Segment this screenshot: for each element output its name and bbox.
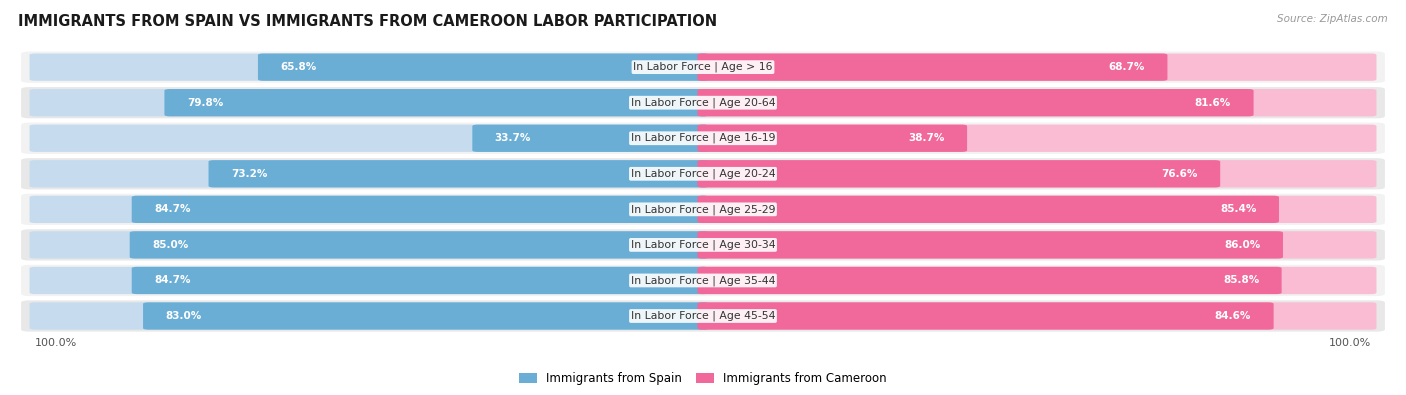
FancyBboxPatch shape bbox=[21, 229, 1385, 261]
Text: 86.0%: 86.0% bbox=[1225, 240, 1261, 250]
Text: In Labor Force | Age 20-64: In Labor Force | Age 20-64 bbox=[631, 98, 775, 108]
FancyBboxPatch shape bbox=[697, 231, 1376, 259]
FancyBboxPatch shape bbox=[697, 89, 1376, 117]
Text: In Labor Force | Age 16-19: In Labor Force | Age 16-19 bbox=[631, 133, 775, 143]
FancyBboxPatch shape bbox=[697, 302, 1274, 330]
FancyBboxPatch shape bbox=[697, 160, 1376, 188]
FancyBboxPatch shape bbox=[21, 158, 1385, 190]
FancyBboxPatch shape bbox=[697, 196, 1279, 223]
FancyBboxPatch shape bbox=[697, 160, 1220, 188]
FancyBboxPatch shape bbox=[143, 302, 709, 330]
FancyBboxPatch shape bbox=[697, 89, 1254, 117]
FancyBboxPatch shape bbox=[208, 160, 709, 188]
FancyBboxPatch shape bbox=[30, 196, 709, 223]
FancyBboxPatch shape bbox=[697, 53, 1167, 81]
Text: 76.6%: 76.6% bbox=[1161, 169, 1198, 179]
Text: In Labor Force | Age 30-34: In Labor Force | Age 30-34 bbox=[631, 240, 775, 250]
Text: In Labor Force | Age 35-44: In Labor Force | Age 35-44 bbox=[631, 275, 775, 286]
Text: 85.8%: 85.8% bbox=[1223, 275, 1260, 286]
FancyBboxPatch shape bbox=[697, 124, 1376, 152]
FancyBboxPatch shape bbox=[21, 265, 1385, 296]
FancyBboxPatch shape bbox=[30, 53, 709, 81]
FancyBboxPatch shape bbox=[30, 267, 709, 294]
Text: 100.0%: 100.0% bbox=[1329, 338, 1371, 348]
FancyBboxPatch shape bbox=[697, 196, 1376, 223]
FancyBboxPatch shape bbox=[472, 124, 709, 152]
FancyBboxPatch shape bbox=[697, 231, 1282, 259]
FancyBboxPatch shape bbox=[21, 87, 1385, 118]
Text: 33.7%: 33.7% bbox=[495, 133, 531, 143]
FancyBboxPatch shape bbox=[132, 267, 709, 294]
FancyBboxPatch shape bbox=[165, 89, 709, 117]
Text: 84.6%: 84.6% bbox=[1215, 311, 1251, 321]
Text: Source: ZipAtlas.com: Source: ZipAtlas.com bbox=[1277, 14, 1388, 24]
FancyBboxPatch shape bbox=[697, 53, 1376, 81]
Text: 73.2%: 73.2% bbox=[231, 169, 267, 179]
Text: 68.7%: 68.7% bbox=[1108, 62, 1144, 72]
FancyBboxPatch shape bbox=[30, 160, 709, 188]
FancyBboxPatch shape bbox=[21, 122, 1385, 154]
FancyBboxPatch shape bbox=[697, 267, 1282, 294]
Text: 84.7%: 84.7% bbox=[155, 204, 191, 214]
Text: In Labor Force | Age > 16: In Labor Force | Age > 16 bbox=[633, 62, 773, 72]
FancyBboxPatch shape bbox=[30, 89, 709, 117]
FancyBboxPatch shape bbox=[697, 124, 967, 152]
Text: 84.7%: 84.7% bbox=[155, 275, 191, 286]
Text: In Labor Force | Age 20-24: In Labor Force | Age 20-24 bbox=[631, 169, 775, 179]
Text: 65.8%: 65.8% bbox=[280, 62, 316, 72]
FancyBboxPatch shape bbox=[30, 302, 709, 330]
Text: IMMIGRANTS FROM SPAIN VS IMMIGRANTS FROM CAMEROON LABOR PARTICIPATION: IMMIGRANTS FROM SPAIN VS IMMIGRANTS FROM… bbox=[18, 14, 717, 29]
Text: In Labor Force | Age 45-54: In Labor Force | Age 45-54 bbox=[631, 311, 775, 321]
FancyBboxPatch shape bbox=[697, 267, 1376, 294]
Text: In Labor Force | Age 25-29: In Labor Force | Age 25-29 bbox=[631, 204, 775, 214]
Text: 38.7%: 38.7% bbox=[908, 133, 945, 143]
FancyBboxPatch shape bbox=[132, 196, 709, 223]
Text: 85.4%: 85.4% bbox=[1220, 204, 1257, 214]
FancyBboxPatch shape bbox=[129, 231, 709, 259]
Legend: Immigrants from Spain, Immigrants from Cameroon: Immigrants from Spain, Immigrants from C… bbox=[519, 372, 887, 385]
FancyBboxPatch shape bbox=[21, 51, 1385, 83]
Text: 83.0%: 83.0% bbox=[166, 311, 202, 321]
Text: 85.0%: 85.0% bbox=[152, 240, 188, 250]
Text: 79.8%: 79.8% bbox=[187, 98, 224, 108]
FancyBboxPatch shape bbox=[21, 194, 1385, 225]
FancyBboxPatch shape bbox=[21, 300, 1385, 332]
FancyBboxPatch shape bbox=[30, 124, 709, 152]
FancyBboxPatch shape bbox=[257, 53, 709, 81]
FancyBboxPatch shape bbox=[30, 231, 709, 259]
Text: 81.6%: 81.6% bbox=[1195, 98, 1232, 108]
FancyBboxPatch shape bbox=[697, 302, 1376, 330]
Text: 100.0%: 100.0% bbox=[35, 338, 77, 348]
